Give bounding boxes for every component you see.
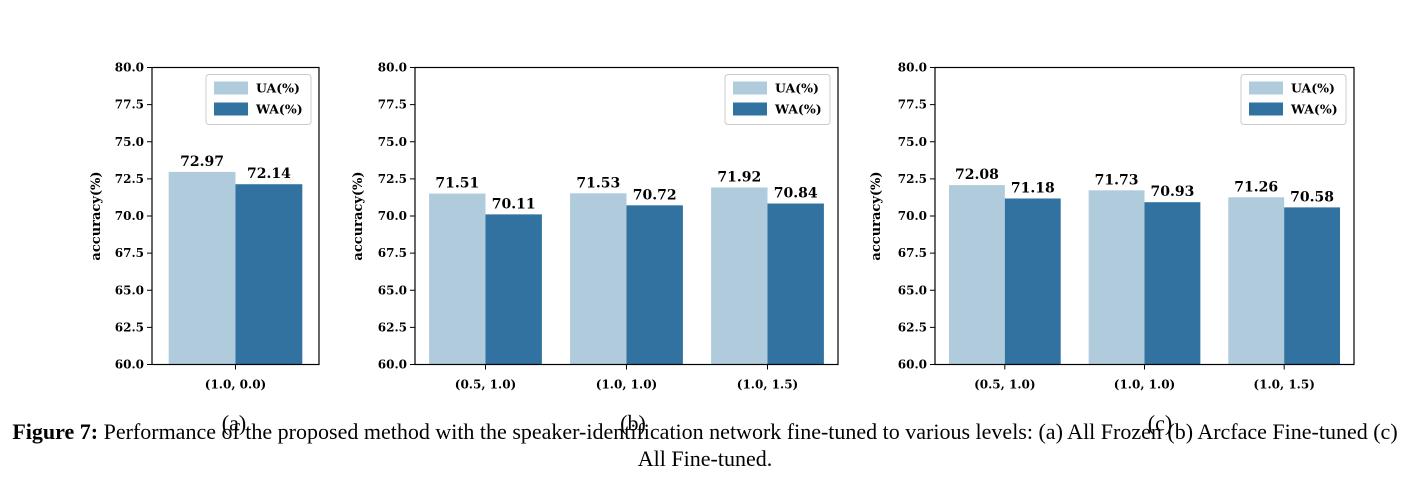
legend-swatch-wa [733,102,767,116]
legend: UA(%) WA(%) [1240,74,1347,125]
x-tick-label: (0.5, 1.0) [974,378,1035,392]
y-tick-label: 70.0 [115,209,144,223]
x-tick-label: (1.0, 1.0) [596,378,657,392]
y-tick-label: 67.5 [898,246,927,260]
legend: UA(%) WA(%) [205,74,312,125]
data-label-wa-3: 70.84 [774,186,818,202]
panel-label: (b) [620,411,646,436]
x-tick-label: (1.0, 0.0) [205,378,266,392]
y-tick-label: 75.0 [115,135,144,149]
y-tick-label: 62.5 [115,320,144,334]
bar-ua-3 [711,187,768,365]
data-label-ua-2: 71.53 [576,175,620,191]
y-tick-label: 60.0 [378,358,407,372]
bar-ua-1 [429,193,486,365]
plot-frame [151,66,320,366]
bar-wa-2 [1144,202,1201,365]
legend-swatch-wa [214,102,248,116]
y-tick-label: 65.0 [898,283,927,297]
y-axis-label: accuracy(%) [869,171,884,260]
legend-swatch-wa [1249,102,1283,116]
y-tick-label: 65.0 [115,283,144,297]
y-tick-label: 72.5 [898,172,927,186]
data-label-ua-1: 72.08 [955,167,999,183]
legend-label-wa: WA(%) [774,102,822,117]
data-label-wa-1: 71.18 [1011,180,1055,196]
plot-frame [934,66,1355,366]
y-tick-label: 62.5 [378,320,407,334]
legend-label-ua: UA(%) [1291,81,1335,96]
bar-ua-1 [948,185,1005,365]
legend-label-ua: UA(%) [775,81,819,96]
y-tick-label: 80.0 [898,61,927,75]
data-label-ua-1: 71.51 [435,176,479,192]
legend: UA(%) WA(%) [724,74,831,125]
chart-panel-a: 72.97 72.14 (1.0, 0.0) 60.0 62.5 65.0 67.5 70.0… [89,61,320,436]
panel-label: (a) [222,411,246,436]
bar-wa-3 [1284,207,1341,365]
y-tick-label: 75.0 [378,135,407,149]
chart-panel-c: 72.08 71.18 (0.5, 1.0) 71.73 70.93 (1.0, 1.0)… [869,61,1355,436]
y-tick-label: 80.0 [378,61,407,75]
panel-label: (c) [1148,411,1172,436]
bar-ua-1 [168,171,236,365]
bar-wa-2 [626,205,683,365]
y-tick-label: 72.5 [378,172,407,186]
data-label-wa-1: 70.11 [492,196,536,212]
y-tick-label: 65.0 [378,283,407,297]
data-label-wa-3: 70.58 [1290,189,1334,205]
bar-wa-1 [1004,198,1061,365]
caption-figure-number: Figure 7: [12,419,99,444]
data-label-ua-2: 71.73 [1095,172,1139,188]
y-tick-label: 70.0 [378,209,407,223]
y-tick-label: 70.0 [898,209,927,223]
legend-label-wa: WA(%) [1290,102,1338,117]
y-tick-label: 77.5 [378,98,407,112]
bar-wa-1 [485,214,542,365]
bar-wa-1 [235,184,303,365]
y-tick-label: 67.5 [378,246,407,260]
legend-label-wa: WA(%) [255,102,303,117]
chart-panel-b: 71.51 70.11 (0.5, 1.0) 71.53 70.72 (1.0, 1.0)… [351,61,839,436]
data-label-ua-1: 72.97 [180,154,224,170]
bar-wa-3 [767,203,824,365]
y-tick-label: 62.5 [898,320,927,334]
figure-caption: Figure 7: Performance of the proposed me… [0,418,1410,472]
data-label-wa-1: 72.14 [247,166,291,182]
data-label-wa-2: 70.72 [633,187,677,203]
data-label-ua-3: 71.92 [717,169,761,185]
y-tick-label: 60.0 [898,358,927,372]
y-tick-label: 80.0 [115,61,144,75]
y-tick-label: 77.5 [115,98,144,112]
bar-ua-3 [1228,197,1285,365]
legend-label-ua: UA(%) [256,81,300,96]
y-tick-label: 60.0 [115,358,144,372]
plot-frame [414,66,839,366]
y-tick-label: 77.5 [898,98,927,112]
bar-ua-2 [570,193,627,365]
x-tick-label: (0.5, 1.0) [455,378,516,392]
x-tick-label: (1.0, 1.0) [1114,378,1175,392]
x-tick-label: (1.0, 1.5) [737,378,798,392]
y-axis-label: accuracy(%) [89,171,104,260]
caption-text: Performance of the proposed method with … [98,419,1398,471]
bar-ua-2 [1088,190,1145,365]
y-tick-label: 75.0 [898,135,927,149]
legend-swatch-ua [214,81,248,95]
x-tick-label: (1.0, 1.5) [1253,378,1314,392]
legend-swatch-ua [733,81,767,95]
legend-swatch-ua [1249,81,1283,95]
y-tick-label: 72.5 [115,172,144,186]
y-tick-label: 67.5 [115,246,144,260]
y-axis-label: accuracy(%) [351,171,366,260]
data-label-wa-2: 70.93 [1151,184,1195,200]
data-label-ua-3: 71.26 [1234,179,1278,195]
